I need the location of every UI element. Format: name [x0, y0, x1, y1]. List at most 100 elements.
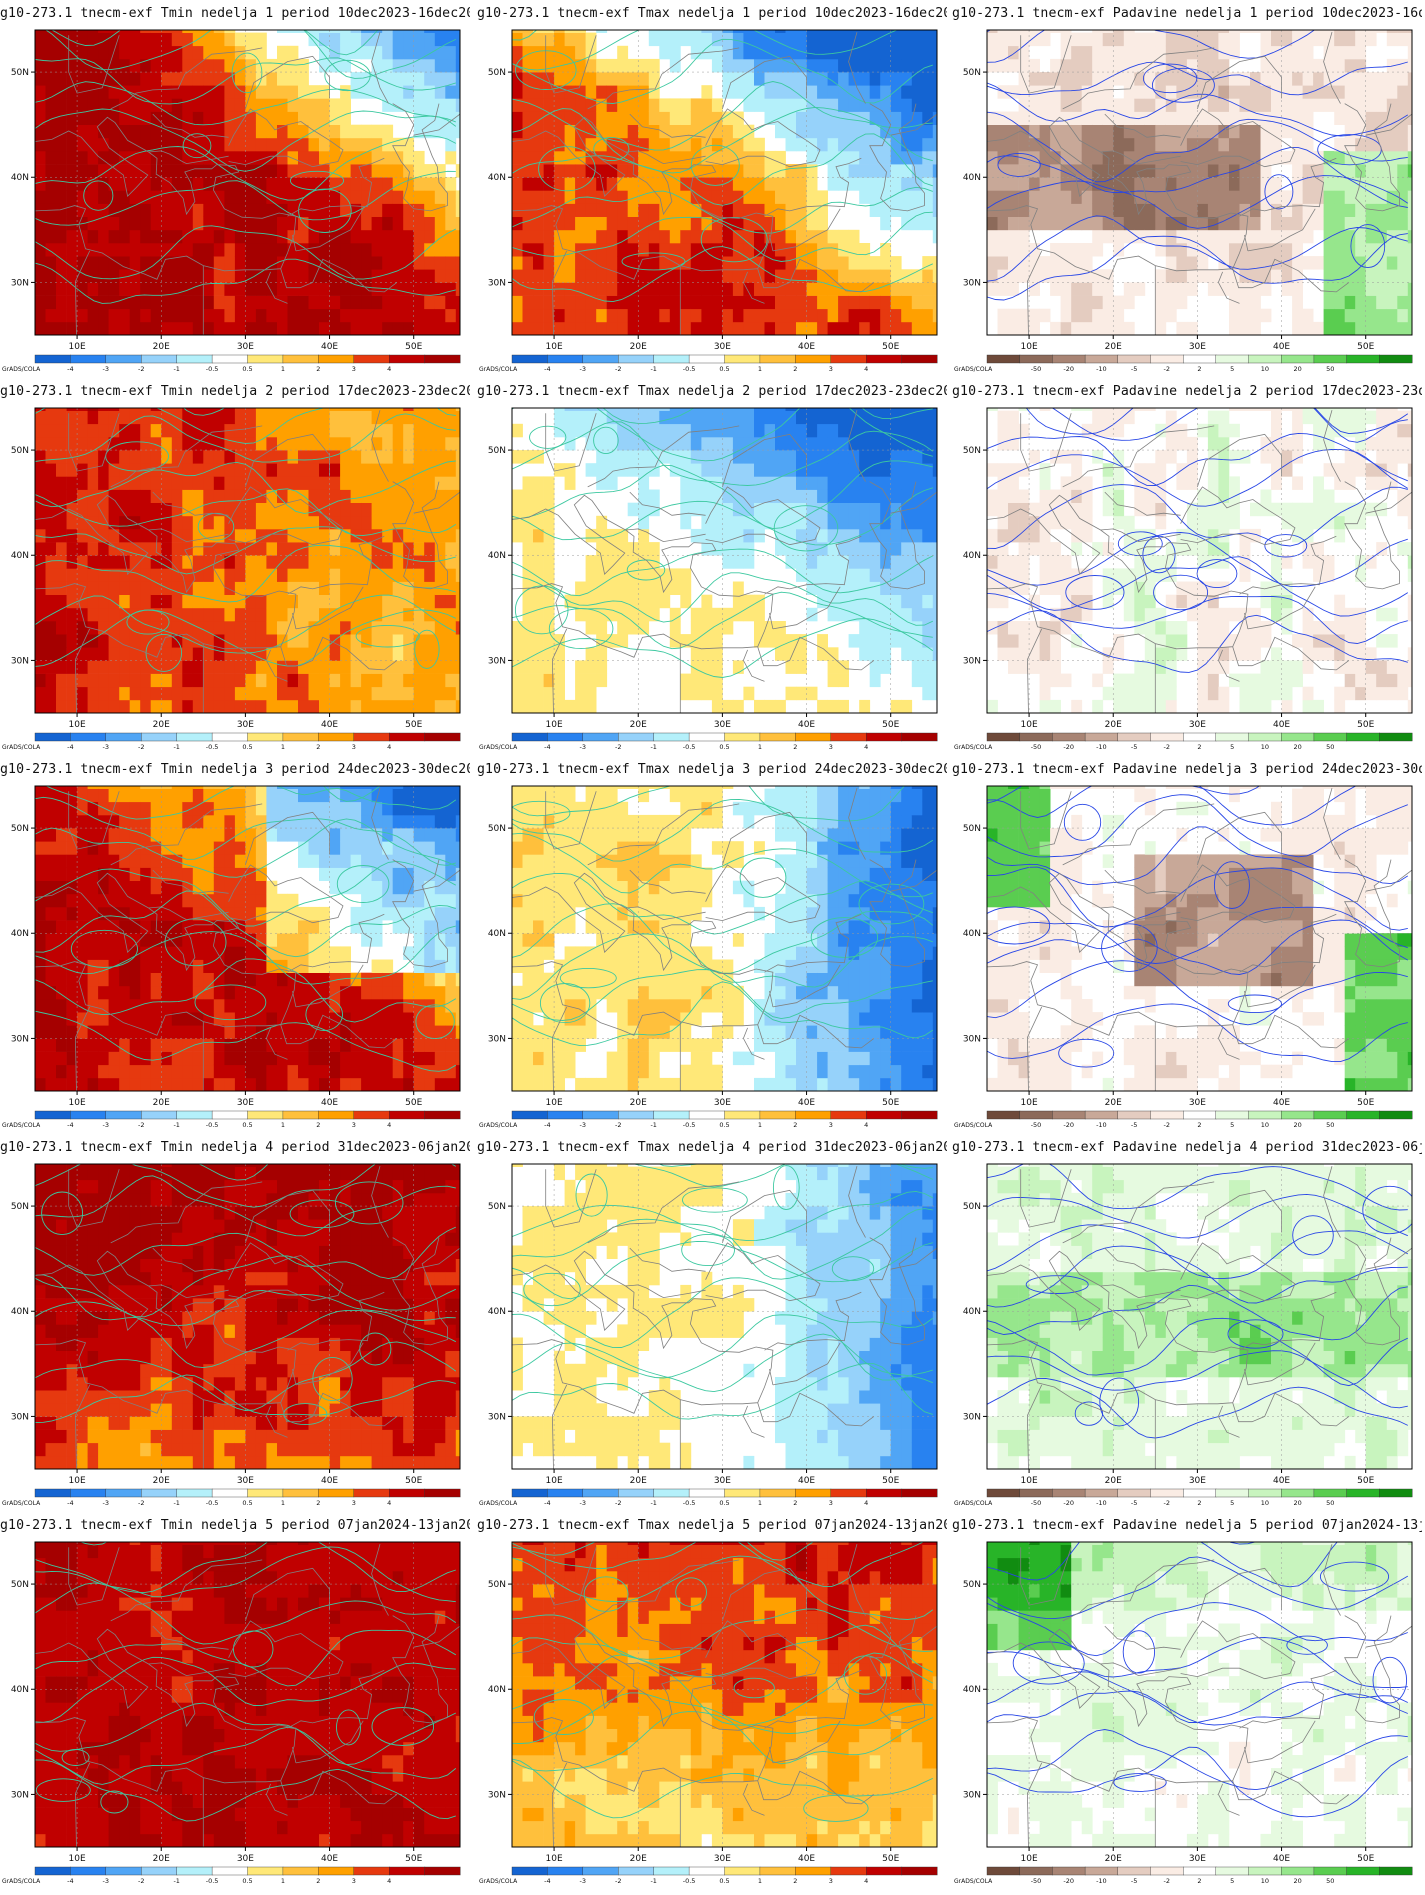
- colorbar-label: -2: [615, 365, 621, 373]
- colorbar-label: 50: [1326, 1121, 1334, 1129]
- colorbar-label: 1: [758, 1121, 762, 1129]
- colorbar-swatch: [1150, 732, 1184, 742]
- colorbar-swatch: [511, 1488, 548, 1498]
- colorbar-label: 50: [1326, 1877, 1334, 1885]
- colorbar-swatch: [547, 1110, 584, 1120]
- colorbar-label: -0.5: [683, 365, 696, 373]
- colorbar-label: -2: [138, 743, 144, 751]
- colorbar-label: -2: [1164, 1121, 1170, 1129]
- x-tick-label: 30E: [1189, 1098, 1206, 1108]
- colorbar-swatch: [247, 1110, 284, 1120]
- map-frame: [986, 29, 1413, 336]
- colorbar-label: 4: [864, 1499, 868, 1507]
- colorbar-label: 20: [1293, 1499, 1301, 1507]
- x-tick-label: 20E: [1105, 720, 1122, 730]
- x-tick-label: 10E: [69, 342, 86, 352]
- colorbar-label: 1: [758, 1499, 762, 1507]
- colorbar-label: 2: [793, 365, 797, 373]
- colorbar-swatch: [1150, 1110, 1184, 1120]
- x-tick-label: 20E: [630, 1476, 647, 1486]
- colorbar-label: -50: [1031, 1121, 1042, 1129]
- colorbar-label: -3: [580, 743, 586, 751]
- colorbar-swatch: [688, 732, 726, 742]
- colorbar-swatch: [1248, 1488, 1282, 1498]
- colorbar-label: 2: [793, 743, 797, 751]
- colorbar-swatch: [34, 1488, 71, 1498]
- colorbar-label: 50: [1326, 365, 1334, 373]
- colorbar-label: -3: [103, 365, 109, 373]
- colorbar-swatch: [618, 1110, 655, 1120]
- colorbar-swatch: [866, 1866, 903, 1876]
- colorbar-swatch: [547, 1866, 584, 1876]
- colorbar-swatch: [282, 1866, 319, 1876]
- colorbar-label: 3: [352, 743, 356, 751]
- colorbar-label: 3: [829, 365, 833, 373]
- colorbar-swatch: [653, 354, 690, 364]
- colorbar-label: 2: [316, 743, 320, 751]
- colorbar-swatch: [424, 1866, 461, 1876]
- colorbar-label: -5: [1131, 1121, 1137, 1129]
- y-tick-label: 50N: [963, 824, 981, 834]
- colorbar-swatch: [141, 732, 178, 742]
- colorbar-label: 0.5: [719, 1121, 729, 1129]
- y-tick-label: 50N: [963, 1202, 981, 1212]
- x-tick-label: 50E: [882, 1476, 899, 1486]
- colorbar-swatch: [105, 1488, 142, 1498]
- colorbar-swatch: [1084, 1866, 1119, 1876]
- map-panel: g10-273.1 tnecm-exf Padavine nedelja 2 p…: [952, 378, 1422, 756]
- colorbar-label: -2: [1164, 1499, 1170, 1507]
- colorbar-swatch: [353, 354, 390, 364]
- colorbar-label: -10: [1096, 743, 1107, 751]
- x-tick-label: 30E: [714, 1098, 731, 1108]
- x-tick-label: 10E: [546, 1476, 563, 1486]
- colorbar-swatch: [176, 1866, 213, 1876]
- map-frame: [34, 1541, 461, 1848]
- colorbar-swatch: [986, 732, 1021, 742]
- x-tick-label: 10E: [69, 720, 86, 730]
- coastlines: [512, 787, 937, 1091]
- y-tick-label: 30N: [488, 1412, 506, 1422]
- colorbar-swatch: [34, 1110, 71, 1120]
- colorbar-label: -4: [544, 1121, 550, 1129]
- colorbar-swatch: [759, 1110, 796, 1120]
- colorbar-label: -1: [650, 1877, 656, 1885]
- colorbar: -50 -20 -10 -5 -2 2 5 10 20 50: [986, 1110, 1413, 1129]
- panel-title: g10-273.1 tnecm-exf Tmax nedelja 3 perio…: [477, 762, 947, 777]
- colorbar: -50 -20 -10 -5 -2 2 5 10 20 50: [986, 1488, 1413, 1507]
- y-tick-label: 40N: [11, 1307, 29, 1317]
- y-tick-label: 40N: [963, 173, 981, 183]
- colorbar-label: -20: [1063, 1877, 1074, 1885]
- colorbar-label: -1: [173, 1121, 179, 1129]
- colorbar-swatch: [759, 1488, 796, 1498]
- colorbar-swatch: [1281, 732, 1315, 742]
- map-frame: [34, 785, 461, 1092]
- x-tick-label: 20E: [630, 720, 647, 730]
- colorbar-swatch: [105, 1866, 142, 1876]
- colorbar: -50 -20 -10 -5 -2 2 5 10 20 50: [986, 1866, 1413, 1885]
- colorbar-label: 50: [1326, 743, 1334, 751]
- colorbar-label: 5: [1230, 743, 1234, 751]
- colorbar: -4 -3 -2 -1 -0.5 0.5 1 2 3 4: [511, 1110, 938, 1129]
- map-canvas: 10E 20E 30E 40E 50E 50N 40N 30N -50 -20 -10 -5 -2 2 5 1…: [954, 1541, 1413, 1885]
- colorbar-swatch: [724, 1866, 761, 1876]
- colorbar: -4 -3 -2 -1 -0.5 0.5 1 2 3 4: [511, 354, 938, 373]
- y-tick-label: 30N: [488, 656, 506, 666]
- map-panel: g10-273.1 tnecm-exf Tmax nedelja 1 perio…: [477, 0, 947, 378]
- colorbar-label: -4: [67, 365, 73, 373]
- shaded-field: [512, 30, 937, 335]
- shaded-field: [35, 1542, 460, 1847]
- x-tick-label: 50E: [882, 720, 899, 730]
- x-tick-label: 10E: [69, 1098, 86, 1108]
- shaded-field: [987, 30, 1412, 335]
- colorbar-label: 2: [316, 1121, 320, 1129]
- colorbar-swatch: [1313, 1866, 1348, 1876]
- shaded-field: [512, 1542, 937, 1847]
- colorbar-swatch: [1182, 732, 1217, 742]
- y-tick-label: 50N: [963, 1580, 981, 1590]
- colorbar-swatch: [866, 1488, 903, 1498]
- y-tick-label: 50N: [963, 446, 981, 456]
- map-frame: [511, 1163, 938, 1470]
- y-tick-label: 30N: [11, 1034, 29, 1044]
- colorbar-swatch: [1281, 1866, 1315, 1876]
- colorbar-swatch: [282, 732, 319, 742]
